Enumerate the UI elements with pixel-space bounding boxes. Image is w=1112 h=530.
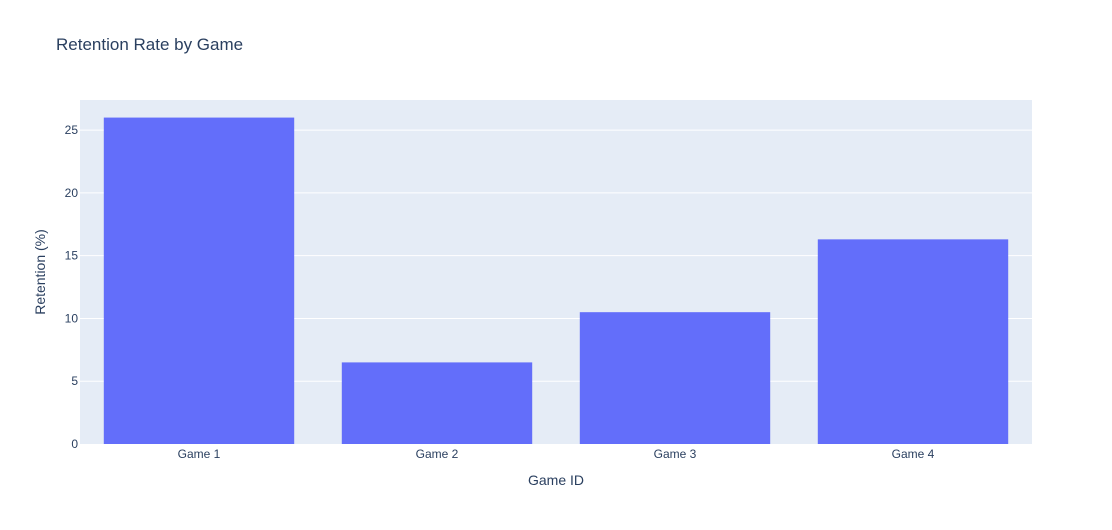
y-tick-label: 25	[65, 123, 79, 137]
x-tick-label: Game 1	[178, 447, 221, 461]
y-tick-label: 20	[65, 186, 79, 200]
x-tick-label: Game 2	[416, 447, 459, 461]
bar[interactable]	[341, 362, 533, 444]
chart-title: Retention Rate by Game	[56, 35, 243, 54]
y-tick-label: 0	[71, 437, 78, 451]
y-axis-title: Retention (%)	[32, 229, 48, 315]
x-axis-title: Game ID	[528, 472, 584, 488]
bar[interactable]	[579, 312, 771, 444]
bars	[103, 117, 1009, 444]
y-axis-ticks: 0 5 10 15 20 25	[65, 123, 79, 451]
x-tick-label: Game 4	[892, 447, 935, 461]
x-tick-label: Game 3	[654, 447, 697, 461]
y-tick-label: 15	[65, 249, 79, 263]
y-tick-label: 10	[65, 311, 79, 325]
bar[interactable]	[817, 239, 1009, 444]
bar[interactable]	[103, 117, 295, 444]
x-axis-ticks: Game 1 Game 2 Game 3 Game 4	[178, 447, 935, 461]
y-tick-label: 5	[71, 374, 78, 388]
